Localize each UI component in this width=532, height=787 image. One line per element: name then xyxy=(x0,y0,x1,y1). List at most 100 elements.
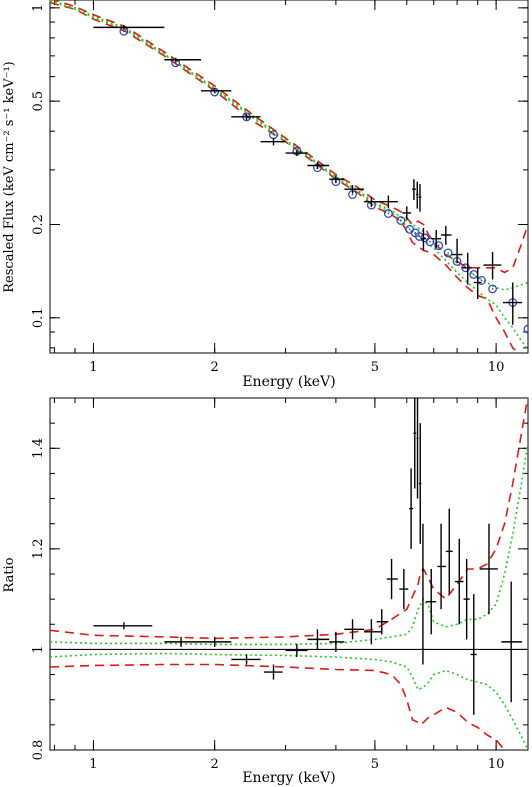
bottom-data-point xyxy=(418,423,422,544)
top-data-point xyxy=(421,227,427,251)
top-data-point xyxy=(402,206,412,220)
top-data-point xyxy=(344,185,365,194)
bottom-data-point xyxy=(501,581,523,703)
top-data-point xyxy=(502,282,523,325)
bottom-y-ticks: 0.8 1 1.2 1.4 xyxy=(31,397,528,761)
top-red-dashed-lower-line xyxy=(50,1,520,353)
top-data-point xyxy=(462,252,472,285)
bottom-data-point xyxy=(344,619,365,640)
bottom-y-axis-label: Ratio xyxy=(2,557,17,592)
bottom-data-point xyxy=(409,468,414,549)
top-x-ticks: 1 2 5 10 xyxy=(53,0,505,375)
top-y-tick-label: 0.5 xyxy=(31,91,46,112)
top-data-point xyxy=(93,25,165,30)
top-model-point-dot xyxy=(472,273,475,276)
bottom-data-point xyxy=(93,622,153,630)
top-data-point xyxy=(201,88,232,94)
top-y-tick-label: 0.2 xyxy=(31,214,46,235)
bottom-data-point xyxy=(445,508,453,595)
bottom-green-dotted-lower-line xyxy=(50,652,528,750)
bottom-x-tick-label: 10 xyxy=(488,757,505,772)
top-data-point xyxy=(431,230,442,248)
top-data-point xyxy=(415,181,419,209)
bottom-x-tick-label: 2 xyxy=(211,757,219,772)
top-model-point-dot xyxy=(351,193,354,196)
top-model-point-dot xyxy=(174,61,177,64)
bottom-data-point xyxy=(413,398,417,489)
bottom-y-tick-label: 0.8 xyxy=(31,740,46,761)
bottom-data-point xyxy=(263,664,283,680)
top-data-point xyxy=(483,252,502,280)
bottom-x-axis-label: Energy (keV) xyxy=(242,770,335,786)
top-x-tick-label: 5 xyxy=(371,360,379,375)
bottom-y-tick-label: 1.2 xyxy=(31,539,46,560)
top-model-point-dot xyxy=(491,288,494,290)
top-data-point xyxy=(164,57,202,62)
bottom-green-dotted-upper-line xyxy=(50,443,528,646)
top-x-tick-label: 2 xyxy=(211,360,219,375)
bottom-series xyxy=(50,398,528,750)
top-red-dashed-upper-line xyxy=(51,0,528,274)
bottom-data-point xyxy=(307,629,330,650)
bottom-data-point xyxy=(421,523,425,665)
top-green-dotted-upper-line xyxy=(50,0,528,291)
bottom-data-point xyxy=(231,654,261,665)
top-data-point xyxy=(307,162,330,170)
top-data-point xyxy=(418,184,422,212)
top-series xyxy=(50,0,528,353)
bottom-plot-frame xyxy=(49,397,529,751)
top-data-point xyxy=(411,179,416,200)
bottom-data-point xyxy=(364,619,382,645)
top-model-point-dot xyxy=(387,212,390,215)
top-data-point xyxy=(260,138,286,146)
top-data-point xyxy=(231,113,261,120)
top-model-point-dot xyxy=(414,232,417,234)
bottom-clipped-series xyxy=(50,398,528,750)
top-model-point-dot xyxy=(400,219,402,222)
top-y-tick-label: 0.1 xyxy=(31,307,46,328)
top-model-point-dot xyxy=(480,279,483,282)
top-model-point xyxy=(443,248,453,258)
top-model-point-dot xyxy=(272,133,275,136)
top-model-point xyxy=(210,87,220,97)
bottom-panel: Energy (keV) Ratio 1 2 5 10 0.8 1 1.2 1.4 xyxy=(2,397,529,786)
top-x-axis-label: Energy (keV) xyxy=(242,374,335,390)
bottom-data-point xyxy=(463,558,470,640)
bottom-y-tick-label: 1 xyxy=(31,645,46,653)
top-model-point xyxy=(425,237,435,247)
top-model-point-dot xyxy=(123,30,125,33)
top-model-point-dot xyxy=(418,235,421,238)
top-data-point xyxy=(473,267,482,300)
top-panel: Energy (keV) Rescaled Flux (keV cm⁻² s⁻¹… xyxy=(2,0,529,390)
top-model-point-dot xyxy=(527,328,528,330)
bottom-data-point xyxy=(416,398,419,499)
top-data-point xyxy=(451,238,463,264)
bottom-data-point xyxy=(454,538,464,625)
top-y-ticks: 0.1 0.2 0.5 1 xyxy=(31,4,528,349)
top-model-point xyxy=(396,216,406,225)
bottom-red-dashed-upper-line xyxy=(50,398,528,640)
bottom-data-point xyxy=(437,523,446,610)
top-model-point-dot xyxy=(437,244,440,247)
bottom-data-point xyxy=(376,609,389,635)
top-x-tick-label: 10 xyxy=(488,360,505,375)
top-model-point xyxy=(523,324,528,334)
top-data-point xyxy=(381,195,398,209)
top-model-point xyxy=(434,241,444,250)
bottom-data-point xyxy=(426,568,437,635)
top-model-point-dot xyxy=(408,228,411,231)
bottom-x-tick-label: 5 xyxy=(371,757,379,772)
top-x-tick-label: 1 xyxy=(89,360,97,375)
top-model-point-dot xyxy=(429,240,431,243)
top-model-point xyxy=(383,209,393,218)
top-model-point-dot xyxy=(447,252,449,254)
bottom-data-point xyxy=(164,636,202,647)
top-green-dotted-lower-line xyxy=(50,0,528,350)
bottom-data-point xyxy=(201,636,232,647)
top-y-tick-label: 1 xyxy=(31,4,46,12)
bottom-data-point xyxy=(479,523,498,615)
top-y-axis-label: Rescaled Flux (keV cm⁻² s⁻¹ keV⁻¹) xyxy=(2,61,17,292)
bottom-data-point xyxy=(329,631,345,652)
bottom-data-point xyxy=(470,594,477,715)
